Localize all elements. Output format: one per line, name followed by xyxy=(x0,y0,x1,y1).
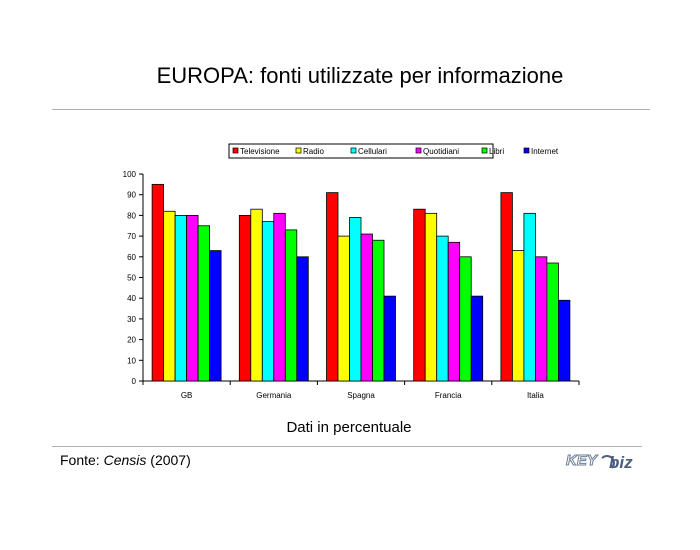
bar xyxy=(535,256,548,382)
y-tick-label: 50 xyxy=(127,274,136,283)
bar xyxy=(500,192,513,382)
bar xyxy=(296,256,309,382)
bar xyxy=(250,208,263,382)
legend-swatch xyxy=(295,147,302,154)
bar xyxy=(447,241,461,382)
bar xyxy=(413,208,426,382)
bottom-divider xyxy=(52,446,642,447)
source-prefix: Fonte: xyxy=(60,452,104,468)
bar xyxy=(197,225,211,382)
slide-title: EUROPA: fonti utilizzate per informazion… xyxy=(156,63,564,88)
bar xyxy=(174,214,188,382)
y-tick-label: 90 xyxy=(127,191,136,200)
bar xyxy=(558,299,571,382)
legend-label: Quotidiani xyxy=(423,147,459,156)
bar xyxy=(326,192,339,382)
logo-biz-text: biz xyxy=(609,453,633,472)
x-tick-label: Germania xyxy=(256,391,292,400)
bar xyxy=(512,250,525,382)
legend-box xyxy=(228,143,494,159)
bar xyxy=(349,217,362,382)
source-year: (2007) xyxy=(146,452,191,468)
bar xyxy=(186,214,199,382)
y-tick-label: 60 xyxy=(127,253,136,262)
bar xyxy=(151,183,165,382)
source-note: Fonte: Censis (2007) xyxy=(60,452,191,468)
top-divider xyxy=(52,109,650,110)
y-tick-label: 80 xyxy=(127,211,136,220)
y-tick-label: 40 xyxy=(127,294,136,303)
y-tick-label: 0 xyxy=(132,377,137,386)
x-tick-label: Italia xyxy=(527,391,544,400)
bar xyxy=(273,212,286,382)
legend-swatch xyxy=(523,147,530,154)
x-tick-label: GB xyxy=(181,391,193,400)
bar xyxy=(360,233,373,382)
legend-swatch xyxy=(481,147,488,154)
y-tick-label: 70 xyxy=(127,232,136,241)
legend-label: Televisione xyxy=(240,147,280,156)
bar xyxy=(284,229,298,382)
y-tick-label: 10 xyxy=(127,356,136,365)
legend-label: Libri xyxy=(489,147,504,156)
bar xyxy=(424,212,438,382)
chart-caption: Dati in percentuale xyxy=(286,419,412,436)
bar-chart: Televisione Radio Cellulari Quotidiani Libri… xyxy=(123,143,580,400)
legend-swatch xyxy=(232,147,239,154)
keybiz-logo: KEY biz xyxy=(566,452,644,474)
bar xyxy=(209,250,222,382)
bar xyxy=(436,235,449,382)
bar xyxy=(523,212,536,382)
bar xyxy=(337,235,350,382)
bar xyxy=(372,239,385,382)
bar xyxy=(470,295,484,382)
logo-swoosh-icon xyxy=(599,455,615,471)
bar xyxy=(546,262,559,382)
bar xyxy=(163,210,176,382)
bar xyxy=(261,221,275,382)
bar xyxy=(459,256,472,382)
legend-swatch xyxy=(415,147,422,154)
source-name: Censis xyxy=(103,452,147,468)
legend-label: Cellulari xyxy=(358,147,387,156)
logo-key-text: KEY xyxy=(566,452,598,470)
y-tick-label: 100 xyxy=(123,170,137,179)
bar xyxy=(238,214,252,382)
y-tick-label: 30 xyxy=(127,315,136,324)
legend-swatch xyxy=(350,147,357,154)
y-tick-label: 20 xyxy=(127,336,136,345)
legend-label: Internet xyxy=(531,147,559,156)
bar xyxy=(383,295,396,382)
x-tick-label: Francia xyxy=(435,391,462,400)
legend-label: Radio xyxy=(303,147,324,156)
x-tick-label: Spagna xyxy=(347,391,375,400)
